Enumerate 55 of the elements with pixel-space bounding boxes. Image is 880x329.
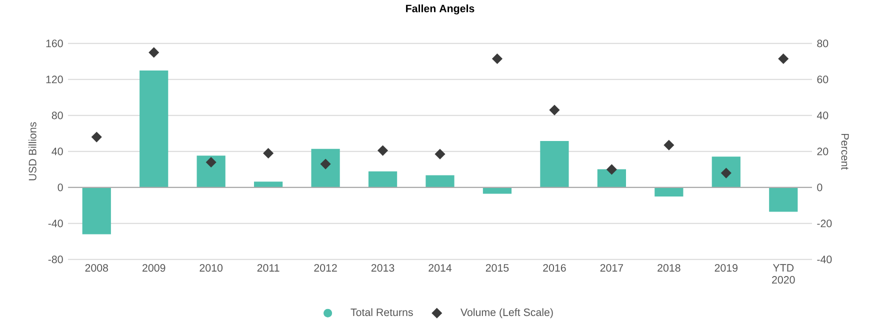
x-tick-label: YTD 2020 <box>772 264 795 284</box>
bar <box>769 187 798 212</box>
y2-axis-title: Percent <box>841 134 849 170</box>
point <box>434 148 446 160</box>
x-tick-label: 2014 <box>428 264 452 272</box>
y-tick-label: -80 <box>48 255 63 263</box>
y2-tick-label: -40 <box>817 255 832 263</box>
x-tick-label: 2015 <box>486 264 509 272</box>
x-tick-label: 2017 <box>600 264 624 272</box>
x-tick-label: 2019 <box>714 264 738 272</box>
y-axis-title: USD Billions <box>28 122 36 180</box>
point <box>206 156 216 168</box>
x-tick-label: 2011 <box>257 264 280 272</box>
chart-title: Fallen Angels <box>406 4 474 14</box>
bar <box>196 155 226 188</box>
point <box>778 53 789 64</box>
x-tick-label: 2016 <box>543 264 566 272</box>
y-tick-label: 0 <box>58 183 63 191</box>
y2-tick-label: 20 <box>817 147 828 155</box>
x-tick-label: 2018 <box>658 264 680 272</box>
y2-tick-label: 40 <box>816 111 828 120</box>
bar <box>254 181 283 188</box>
bar <box>311 148 340 188</box>
legend-label: Volume (Left Scale) <box>460 308 553 318</box>
point <box>378 145 388 156</box>
y2-tick-label: 0 <box>817 183 822 191</box>
bar <box>368 171 398 188</box>
bar <box>712 156 740 188</box>
bar <box>540 140 569 188</box>
point <box>263 148 274 158</box>
y2-tick-label: 60 <box>817 75 828 84</box>
y2-tick-label: -20 <box>817 219 832 227</box>
y-tick-label: -40 <box>48 219 63 227</box>
point <box>606 164 617 174</box>
bar <box>140 70 168 188</box>
x-tick-label: 2013 <box>371 264 394 272</box>
y-tick-label: 120 <box>46 75 63 83</box>
y2-tick-label: 80 <box>817 39 828 48</box>
bar <box>82 187 111 234</box>
point <box>549 104 560 115</box>
point <box>492 53 502 64</box>
bar <box>654 187 684 196</box>
y-tick-label: 40 <box>52 147 63 155</box>
y-tick-label: 80 <box>52 111 63 119</box>
point <box>664 140 674 150</box>
bar <box>426 174 454 188</box>
y-tick-label: 160 <box>46 39 63 47</box>
bar <box>597 169 626 188</box>
point <box>91 132 102 142</box>
x-tick-label: 2012 <box>314 264 337 272</box>
legend-label: Total Returns <box>350 308 413 316</box>
x-tick-label: 2010 <box>200 264 223 272</box>
x-tick-label: 2009 <box>142 264 166 272</box>
x-tick-label: 2008 <box>85 264 108 272</box>
point <box>148 47 160 58</box>
